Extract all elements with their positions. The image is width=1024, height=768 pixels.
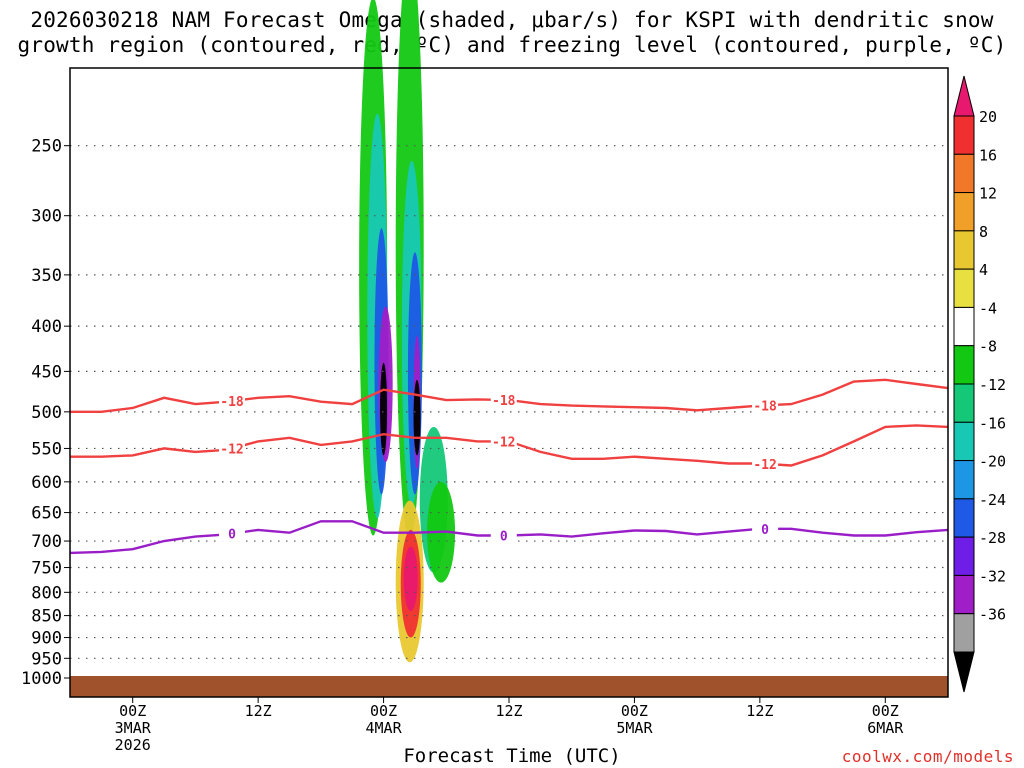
plot-area [70, 68, 948, 697]
y-tick-label: 400 [31, 317, 62, 337]
contour-label: 0 [761, 523, 769, 538]
colorbar-label: -32 [979, 567, 1006, 585]
contour-label: 0 [500, 530, 508, 545]
contour-label: -12 [220, 442, 243, 457]
colorbar-band [953, 421, 975, 462]
y-tick-label: 1000 [21, 669, 62, 689]
contour-label: -18 [220, 395, 244, 410]
colorbar-label: 12 [979, 185, 997, 203]
colorbar-band [953, 115, 975, 155]
colorbar-label: 16 [979, 146, 997, 164]
x-axis-label: Forecast Time (UTC) [403, 745, 621, 767]
colorbar-label: -20 [979, 453, 1006, 471]
x-tick-label: 00Z [119, 702, 146, 720]
contour-label-bg [490, 433, 517, 450]
x-tick-label: 12Z [245, 702, 272, 720]
omega-cell [413, 379, 421, 456]
chart-title-line2: growth region (contoured, red, ºC) and f… [17, 33, 1007, 57]
y-tick-label: 700 [31, 532, 62, 552]
contour-label-bg [752, 520, 779, 537]
colorbar-label: 4 [979, 261, 988, 279]
x-tick-label: 2026 [115, 736, 151, 754]
contour-label-bg [219, 525, 246, 542]
plot-border [69, 67, 949, 698]
y-tick-label: 950 [31, 649, 62, 669]
x-tick-label: 6MAR [867, 719, 904, 737]
contour-label: -12 [492, 435, 515, 450]
y-tick-label: 350 [31, 266, 62, 286]
contour-label-bg [490, 527, 517, 544]
x-tick-label: 00Z [621, 702, 648, 720]
contour-label-bg [219, 440, 246, 457]
x-tick-label: 5MAR [616, 719, 653, 737]
x-tick-label: 12Z [746, 702, 773, 720]
colorbar-band [953, 153, 975, 194]
x-tick-label: 00Z [370, 702, 397, 720]
contour-label-bg [490, 392, 517, 409]
colorbar-band [953, 345, 975, 385]
y-tick-label: 500 [31, 403, 62, 423]
x-tick-label: 4MAR [366, 719, 403, 737]
colorbar-band [953, 460, 975, 500]
y-tick-label: 800 [31, 583, 62, 603]
colorbar-label: -36 [979, 606, 1006, 624]
colorbar-label: 8 [979, 223, 988, 241]
colorbar-band [953, 536, 975, 576]
y-tick-label: 250 [31, 137, 62, 157]
contour-label-bg [752, 455, 779, 472]
y-tick-label: 900 [31, 629, 62, 649]
surface-terrain [70, 676, 948, 697]
colorbar-label: -4 [979, 299, 997, 317]
contour-label-bg [752, 397, 779, 414]
omega-cell [380, 362, 388, 456]
y-tick-label: 600 [31, 473, 62, 493]
colorbar-band [953, 498, 975, 538]
chart-title-line1: 2026030218 NAM Forecast Omega (shaded, μ… [30, 8, 994, 32]
y-tick-label: 550 [31, 439, 62, 459]
x-tick-label: 00Z [872, 702, 899, 720]
omega-cell [403, 546, 418, 612]
colorbar-band [953, 268, 975, 308]
y-tick-label: 650 [31, 504, 62, 524]
colorbar-label: -12 [979, 376, 1006, 394]
contour-label: -18 [753, 399, 777, 414]
contour-label-bg [219, 393, 246, 410]
contour-label: 0 [228, 528, 236, 543]
colorbar-label: -28 [979, 529, 1006, 547]
colorbar-band [953, 230, 975, 270]
credit-link[interactable]: coolwx.com/models [841, 747, 1014, 766]
x-tick-label: 3MAR [115, 719, 152, 737]
colorbar-label: -24 [979, 491, 1006, 509]
y-tick-label: 850 [31, 607, 62, 627]
y-tick-label: 300 [31, 207, 62, 227]
colorbar-label: -16 [979, 414, 1006, 432]
colorbar-up-arrow [953, 75, 975, 117]
colorbar-down-arrow [953, 651, 975, 693]
colorbar-label: -8 [979, 338, 997, 356]
colorbar-band [953, 306, 975, 347]
x-tick-label: 12Z [495, 702, 522, 720]
colorbar-band [953, 192, 975, 232]
contour-label: -12 [753, 458, 776, 473]
contour-label: -18 [492, 394, 516, 409]
y-tick-label: 750 [31, 559, 62, 579]
colorbar-band [953, 383, 975, 423]
colorbar-band [953, 574, 975, 615]
y-tick-label: 450 [31, 362, 62, 382]
colorbar-band [953, 613, 975, 653]
colorbar-label: 20 [979, 108, 997, 126]
